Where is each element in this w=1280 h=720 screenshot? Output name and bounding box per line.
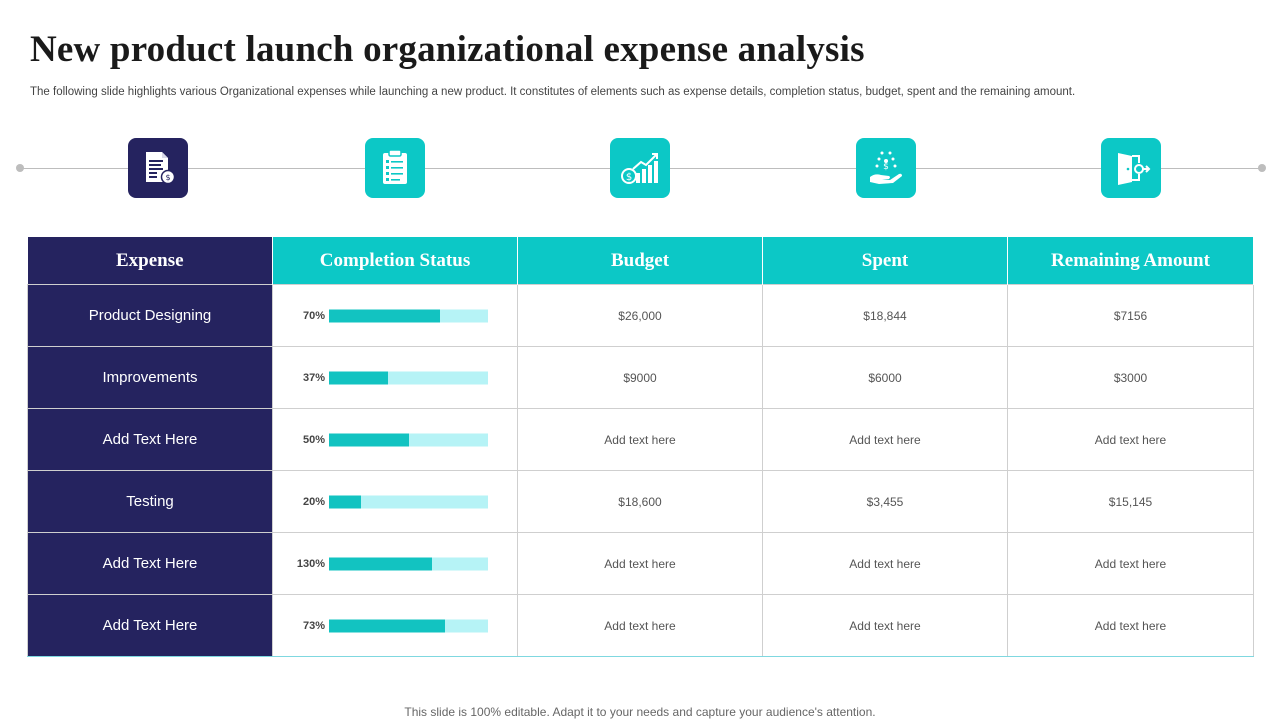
spent-cell: $18,844 <box>762 284 1008 347</box>
completion-percent: 130% <box>296 557 325 570</box>
remaining-cell: $7156 <box>1007 284 1254 347</box>
completion-status-cell: 37% <box>272 346 518 409</box>
svg-text:$: $ <box>165 173 170 182</box>
progress-bar-track <box>329 619 488 632</box>
progress-bar-track <box>329 433 488 446</box>
progress-bar-track <box>329 495 488 508</box>
budget-cell: $18,600 <box>517 470 763 533</box>
expense-name: Add Text Here <box>27 594 273 657</box>
completion-percent: 20% <box>302 495 325 508</box>
money-growth-chart-icon: $ <box>610 138 670 198</box>
spent-cell: Add text here <box>762 594 1008 657</box>
budget-cell: $26,000 <box>517 284 763 347</box>
budget-cell: Add text here <box>517 594 763 657</box>
remaining-cell: Add text here <box>1007 594 1254 657</box>
remaining-cell: $3000 <box>1007 346 1254 409</box>
page-title: New product launch organizational expens… <box>30 29 865 70</box>
progress-bar-fill <box>329 557 433 570</box>
document-dollar-icon: $ <box>128 138 188 198</box>
remaining-cell: Add text here <box>1007 532 1254 595</box>
header-budget: Budget <box>517 237 763 285</box>
completion-percent: 73% <box>302 619 325 632</box>
hand-coins-icon: $ <box>856 138 916 198</box>
table-row: Testing 20% $18,600 $3,455 $15,145 <box>27 470 1254 533</box>
completion-percent: 50% <box>302 433 325 446</box>
completion-status-cell: 50% <box>272 408 518 471</box>
completion-percent: 37% <box>302 371 325 384</box>
remaining-cell: $15,145 <box>1007 470 1254 533</box>
svg-text:$: $ <box>883 162 889 172</box>
clipboard-checklist-icon <box>365 138 425 198</box>
table-row: Add Text Here 73% Add text here Add text… <box>27 594 1254 657</box>
expense-name: Product Designing <box>27 284 273 347</box>
progress-bar-fill <box>329 309 441 322</box>
spent-cell: Add text here <box>762 532 1008 595</box>
spent-cell: Add text here <box>762 408 1008 471</box>
table-row: Add Text Here 50% Add text here Add text… <box>27 408 1254 471</box>
completion-status-cell: 20% <box>272 470 518 533</box>
svg-text:$: $ <box>626 172 632 183</box>
budget-cell: $9000 <box>517 346 763 409</box>
progress-bar-fill <box>329 433 409 446</box>
completion-status-cell: 70% <box>272 284 518 347</box>
completion-percent: 70% <box>302 309 325 322</box>
completion-status-cell: 73% <box>272 594 518 657</box>
header-spent: Spent <box>762 237 1008 285</box>
header-remaining-amount: Remaining Amount <box>1007 237 1254 285</box>
table-row: Improvements 37% $9000 $6000 $3000 <box>27 346 1254 409</box>
budget-cell: Add text here <box>517 408 763 471</box>
footer-note: This slide is 100% editable. Adapt it to… <box>404 705 876 719</box>
remaining-cell: Add text here <box>1007 408 1254 471</box>
header-completion-status: Completion Status <box>272 237 518 285</box>
header-expense: Expense <box>27 237 273 285</box>
exit-door-icon <box>1101 138 1161 198</box>
table-row: Add Text Here 130% Add text here Add tex… <box>27 532 1254 595</box>
timeline-end-dot <box>1258 164 1266 172</box>
completion-status-cell: 130% <box>272 532 518 595</box>
progress-bar-fill <box>329 619 446 632</box>
spent-cell: $3,455 <box>762 470 1008 533</box>
expense-table: Expense Completion Status Budget Spent R… <box>27 237 1254 657</box>
page-subtitle: The following slide highlights various O… <box>30 86 1076 98</box>
expense-name: Add Text Here <box>27 408 273 471</box>
progress-bar-track <box>329 309 488 322</box>
expense-name: Testing <box>27 470 273 533</box>
progress-bar-fill <box>329 371 388 384</box>
expense-name: Improvements <box>27 346 273 409</box>
progress-bar-fill <box>329 495 361 508</box>
spent-cell: $6000 <box>762 346 1008 409</box>
progress-bar-track <box>329 557 488 570</box>
budget-cell: Add text here <box>517 532 763 595</box>
progress-bar-track <box>329 371 488 384</box>
table-header-row: Expense Completion Status Budget Spent R… <box>27 237 1254 285</box>
expense-name: Add Text Here <box>27 532 273 595</box>
table-row: Product Designing 70% $26,000 $18,844 $7… <box>27 284 1254 347</box>
timeline-start-dot <box>16 164 24 172</box>
